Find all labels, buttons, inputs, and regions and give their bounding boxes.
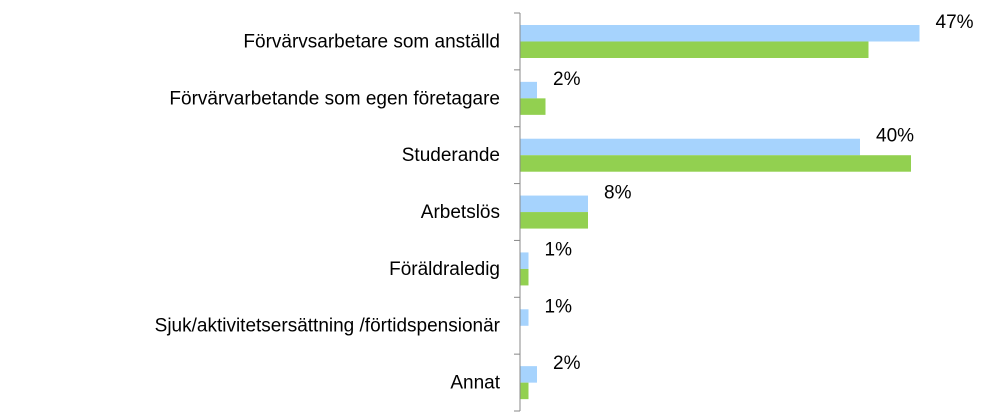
bar [520,25,920,42]
bar [520,212,588,229]
y-tick-label: Annat [450,373,500,394]
bar [520,41,869,58]
y-tick-label: Sjuk/aktivitetsersättning /förtidspensio… [155,316,501,337]
bar [520,81,537,99]
data-label: 2% [553,69,581,90]
data-label: 8% [604,183,632,204]
y-tick-label: Arbetslös [421,202,500,223]
bar [520,138,860,156]
data-label: 1% [545,239,573,260]
bar [520,155,911,172]
bar [520,382,529,400]
y-tick-label: Föräldraledig [389,259,500,280]
data-label: 1% [545,296,573,317]
data-label: 2% [553,353,581,374]
bar [520,195,588,213]
bar [520,268,529,286]
bar [520,98,546,115]
y-tick-label: Förvärvsarbetare som anställd [243,31,500,52]
data-label: 47% [936,12,974,33]
data-label: 40% [876,126,914,147]
y-tick-label: Förvärvarbetande som egen företagare [169,88,500,109]
bar [520,309,529,326]
y-tick-label: Studerande [402,145,500,166]
bar [520,366,537,383]
bar [520,252,529,269]
